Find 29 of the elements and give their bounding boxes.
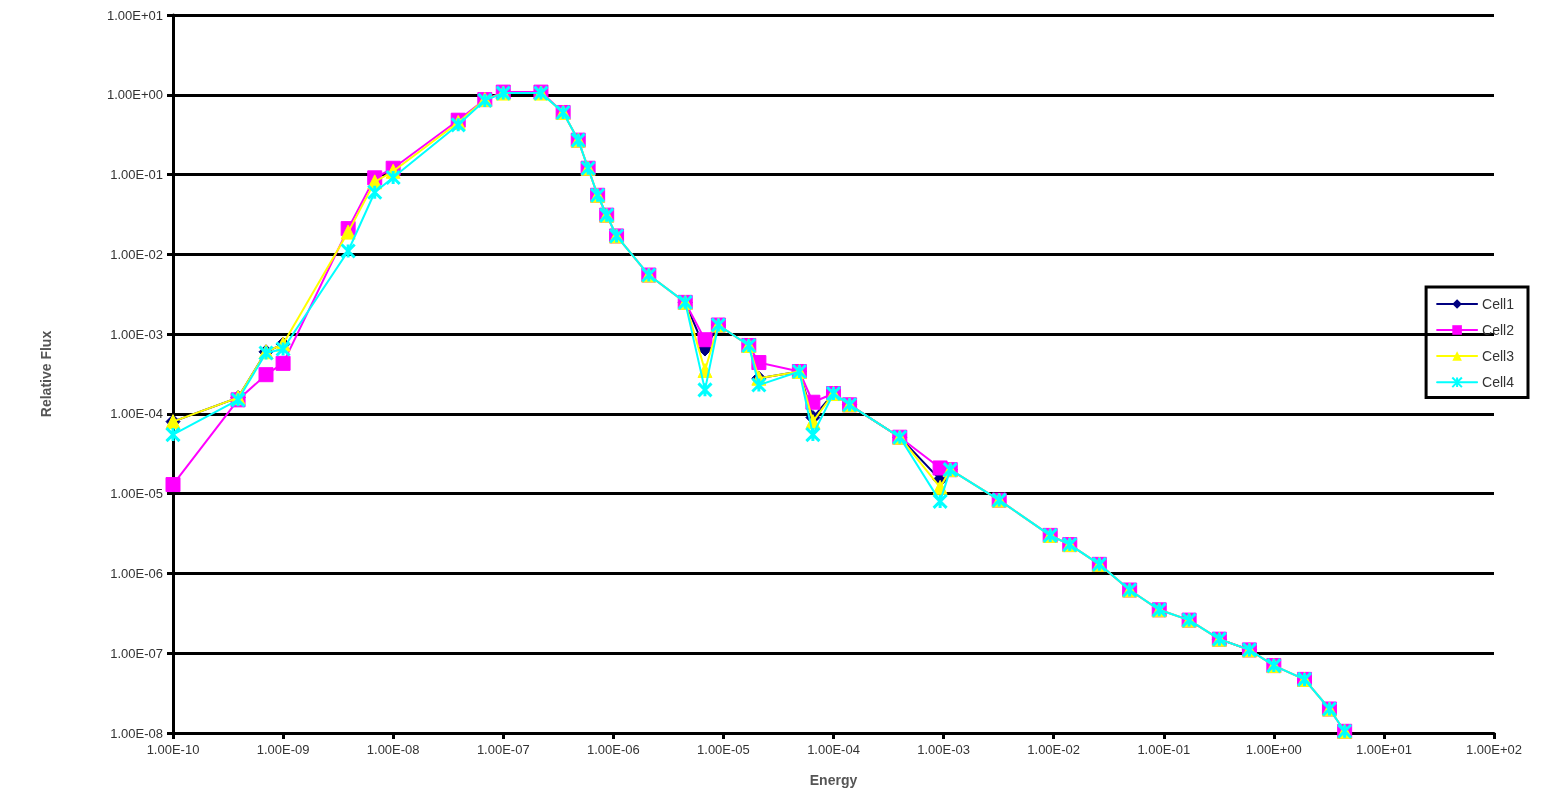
legend-label: Cell1 bbox=[1482, 296, 1515, 312]
y-tick-label: 1.00E-02 bbox=[110, 246, 163, 262]
y-tick-label: 1.00E-07 bbox=[110, 645, 163, 661]
y-tick-label: 1.00E-03 bbox=[110, 326, 163, 342]
y-tick-label: 1.00E-04 bbox=[110, 406, 163, 422]
x-tick-label: 1.00E-05 bbox=[697, 742, 750, 757]
y-axis-title: Relative Flux bbox=[38, 330, 54, 418]
x-tick-label: 1.00E-01 bbox=[1137, 742, 1191, 757]
x-axis-title: Energy bbox=[809, 772, 858, 788]
x-tick-label: 1.00E-08 bbox=[366, 742, 420, 757]
x-tick-label: 1.00E-02 bbox=[1027, 742, 1081, 757]
y-tick-label: 1.00E-01 bbox=[110, 167, 163, 183]
x-tick-label: 1.00E-06 bbox=[586, 742, 640, 757]
x-tick-label: 1.00E+01 bbox=[1355, 742, 1412, 757]
y-tick-label: 1.00E-08 bbox=[110, 725, 163, 741]
y-tick-label: 1.00E-05 bbox=[110, 486, 163, 502]
y-tick-label: 1.00E+01 bbox=[106, 7, 163, 23]
legend-label: Cell3 bbox=[1482, 348, 1515, 364]
x-tick-label: 1.00E-04 bbox=[807, 742, 860, 757]
y-tick-label: 1.00E-06 bbox=[110, 565, 163, 581]
x-tick-label: 1.00E-09 bbox=[256, 742, 310, 757]
x-tick-label: 1.00E+02 bbox=[1465, 742, 1523, 757]
x-tick-label: 1.00E+00 bbox=[1245, 742, 1302, 757]
legend-label: Cell2 bbox=[1482, 322, 1515, 338]
x-tick-label: 1.00E-10 bbox=[146, 742, 200, 757]
x-tick-label: 1.00E-07 bbox=[476, 742, 530, 757]
legend-label: Cell4 bbox=[1482, 374, 1515, 391]
y-tick-label: 1.00E+00 bbox=[106, 87, 163, 103]
x-tick-label: 1.00E-03 bbox=[917, 742, 970, 757]
